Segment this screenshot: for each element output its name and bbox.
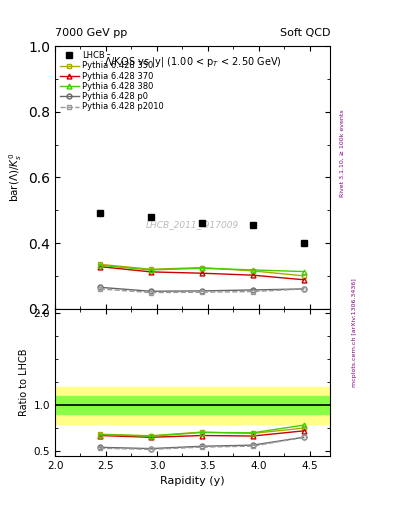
Pythia 6.428 380 bbox=[199, 265, 204, 271]
Pythia 6.428 p2010 bbox=[97, 286, 102, 292]
Pythia 6.428 p0 bbox=[199, 288, 204, 294]
Pythia 6.428 p2010 bbox=[149, 289, 153, 295]
Pythia 6.428 370 bbox=[250, 272, 255, 278]
Pythia 6.428 350 bbox=[301, 273, 306, 279]
Text: LHCB_2011_I917009: LHCB_2011_I917009 bbox=[146, 220, 239, 229]
Legend: LHCB, Pythia 6.428 350, Pythia 6.428 370, Pythia 6.428 380, Pythia 6.428 p0, Pyt: LHCB, Pythia 6.428 350, Pythia 6.428 370… bbox=[58, 49, 166, 114]
Pythia 6.428 p0 bbox=[301, 286, 306, 292]
Text: 7000 GeV pp: 7000 GeV pp bbox=[55, 28, 127, 38]
Pythia 6.428 350 bbox=[149, 266, 153, 272]
Line: Pythia 6.428 370: Pythia 6.428 370 bbox=[97, 264, 306, 282]
Pythia 6.428 p2010 bbox=[301, 286, 306, 292]
Pythia 6.428 350 bbox=[250, 268, 255, 274]
Pythia 6.428 380 bbox=[149, 267, 153, 273]
Line: Pythia 6.428 350: Pythia 6.428 350 bbox=[97, 262, 306, 278]
Pythia 6.428 350 bbox=[199, 265, 204, 271]
Pythia 6.428 p0 bbox=[250, 287, 255, 293]
LHCB bbox=[250, 222, 255, 228]
Line: Pythia 6.428 p0: Pythia 6.428 p0 bbox=[97, 285, 306, 294]
Pythia 6.428 370 bbox=[301, 276, 306, 283]
Y-axis label: Ratio to LHCB: Ratio to LHCB bbox=[20, 348, 29, 416]
Text: $\bar{\Lambda}$/KOS vs |y| (1.00 < p$_T$ < 2.50 GeV): $\bar{\Lambda}$/KOS vs |y| (1.00 < p$_T$… bbox=[104, 54, 281, 70]
LHCB bbox=[199, 220, 204, 226]
X-axis label: Rapidity (y): Rapidity (y) bbox=[160, 476, 225, 486]
LHCB bbox=[301, 240, 306, 246]
Text: mcplots.cern.ch [arXiv:1306.3436]: mcplots.cern.ch [arXiv:1306.3436] bbox=[352, 279, 357, 387]
Line: LHCB: LHCB bbox=[96, 210, 307, 246]
Line: Pythia 6.428 p2010: Pythia 6.428 p2010 bbox=[97, 287, 306, 295]
Pythia 6.428 p0 bbox=[149, 288, 153, 294]
Pythia 6.428 p0 bbox=[97, 284, 102, 290]
Pythia 6.428 380 bbox=[97, 262, 102, 268]
LHCB bbox=[149, 214, 153, 220]
Pythia 6.428 370 bbox=[97, 264, 102, 270]
Pythia 6.428 370 bbox=[199, 270, 204, 276]
Pythia 6.428 350 bbox=[97, 261, 102, 267]
Y-axis label: bar($\Lambda$)/$K^0_s$: bar($\Lambda$)/$K^0_s$ bbox=[7, 153, 24, 202]
Bar bbox=[55, 396, 330, 414]
LHCB bbox=[97, 210, 102, 217]
Pythia 6.428 370 bbox=[149, 269, 153, 275]
Text: Soft QCD: Soft QCD bbox=[280, 28, 330, 38]
Line: Pythia 6.428 380: Pythia 6.428 380 bbox=[97, 263, 306, 274]
Text: Rivet 3.1.10, ≥ 100k events: Rivet 3.1.10, ≥ 100k events bbox=[340, 110, 345, 198]
Bar bbox=[55, 387, 330, 423]
Pythia 6.428 380 bbox=[301, 268, 306, 274]
Pythia 6.428 p2010 bbox=[199, 289, 204, 295]
Pythia 6.428 380 bbox=[250, 267, 255, 273]
Pythia 6.428 p2010 bbox=[250, 288, 255, 294]
